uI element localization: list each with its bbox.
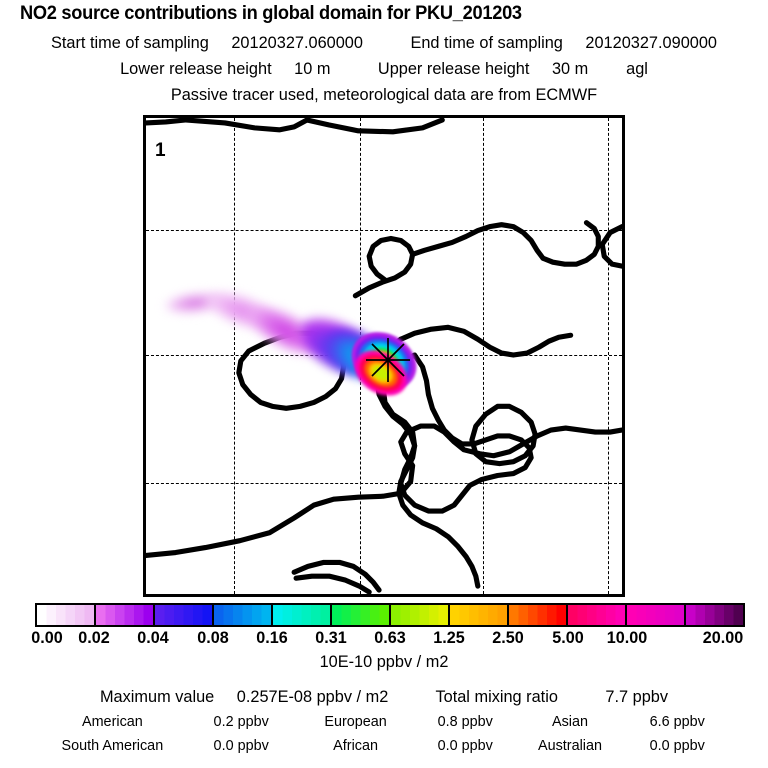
max-value-line: Maximum value 0.257E-08 ppbv / m2 Total … xyxy=(15,687,752,707)
region-value-australian: 0.0 ppbv xyxy=(649,737,705,754)
gridline-vertical-4 xyxy=(608,118,609,594)
region-name-european: European xyxy=(324,713,387,730)
region-name-south-american: South American xyxy=(61,737,164,754)
coastline-overlay xyxy=(146,118,622,559)
max-value-label: Maximum value xyxy=(99,687,215,706)
coastline-detail xyxy=(236,220,601,594)
coastline-island-south-1 xyxy=(291,559,382,593)
colorbar-tick-8: 2.50 xyxy=(492,628,525,647)
upper-height-label: Upper release height xyxy=(377,59,530,78)
colorbar[interactable] xyxy=(35,603,745,627)
region-name-american: American xyxy=(81,713,143,730)
region-name-african: African xyxy=(333,737,378,754)
colorbar-segment-0 xyxy=(37,605,96,625)
gridline-vertical-3 xyxy=(483,118,484,594)
page-title: NO2 source contributions in global domai… xyxy=(20,3,522,24)
coastline-island-south-2 xyxy=(293,573,372,594)
coastline-bay-north xyxy=(398,324,574,358)
colorbar-tick-10: 10.00 xyxy=(606,628,647,647)
colorbar-segment-7 xyxy=(450,605,509,625)
coastline-bay xyxy=(469,403,538,467)
colorbar-tick-labels: 0.00 0.02 0.04 0.08 0.16 0.31 0.63 1.25 2.50 5.00… xyxy=(0,628,768,648)
coastline-island-small xyxy=(599,224,622,269)
colorbar-segment-5 xyxy=(332,605,391,625)
region-value-american: 0.2 ppbv xyxy=(213,713,269,730)
region-value-african: 0.0 ppbv xyxy=(437,737,493,754)
colorbar-segment-1 xyxy=(96,605,155,625)
coastline-north-east xyxy=(304,118,445,135)
colorbar-segment-2 xyxy=(155,605,214,625)
colorbar-segment-4 xyxy=(273,605,332,625)
region-value-south-american: 0.0 ppbv xyxy=(213,737,269,754)
colorbar-segment-6 xyxy=(391,605,450,625)
upper-height-value: 30 m xyxy=(551,59,589,78)
region-name-asian: Asian xyxy=(551,713,589,730)
end-time-label: End time of sampling xyxy=(410,33,563,52)
colorbar-tick-4: 0.16 xyxy=(255,628,288,647)
plume-core-lower xyxy=(350,348,412,398)
lower-height-value: 10 m xyxy=(294,59,331,78)
coastline-peninsula-west xyxy=(380,352,534,514)
release-height-line: Lower release height 10 m Upper release … xyxy=(15,59,752,79)
colorbar-tick-0: 0.00 xyxy=(31,628,63,647)
colorbar-tick-6: 0.63 xyxy=(374,628,406,647)
max-value-value: 0.257E-08 ppbv / m2 xyxy=(236,687,389,706)
colorbar-tick-11: 20.00 xyxy=(702,628,744,647)
region-name-australian: Australian xyxy=(537,737,603,754)
coastline-overlay-east xyxy=(380,224,622,514)
release-point-marker xyxy=(366,338,410,382)
colorbar-tick-3: 0.08 xyxy=(196,628,229,647)
colorbar-tick-5: 0.31 xyxy=(315,628,347,647)
contribution-row-2: South American 0.0 ppbv African 0.0 ppbv… xyxy=(15,737,752,754)
colorbar-tick-7: 1.25 xyxy=(433,628,465,647)
colorbar-tick-2: 0.04 xyxy=(137,628,170,647)
contribution-row-1: American 0.2 ppbv European 0.8 ppbv Asia… xyxy=(15,713,752,730)
region-value-european: 0.8 ppbv xyxy=(437,713,493,730)
colorbar-segment-10 xyxy=(627,605,686,625)
map-panel[interactable]: 1 xyxy=(143,115,625,597)
height-unit-label: agl xyxy=(626,59,648,78)
map-inner: 1 xyxy=(146,118,622,594)
total-mixing-ratio-value: 7.7 ppbv xyxy=(605,687,669,706)
colorbar-tick-9: 5.00 xyxy=(551,628,584,647)
start-time-label: Start time of sampling xyxy=(51,33,209,52)
lower-height-label: Lower release height xyxy=(120,59,272,78)
colorbar-segment-9 xyxy=(568,605,627,625)
sampling-time-line: Start time of sampling 20120327.060000 E… xyxy=(15,33,752,53)
gridline-horizontal-3 xyxy=(146,483,622,484)
colorbar-segment-11 xyxy=(686,605,743,625)
end-time-value: 20120327.090000 xyxy=(585,33,717,52)
colorbar-units-label: 10E-10 ppbv / m2 xyxy=(319,652,449,671)
gridline-horizontal-1 xyxy=(146,230,622,231)
start-time-value: 20120327.060000 xyxy=(231,33,363,52)
colorbar-segment-8 xyxy=(509,605,568,625)
coastline-hook xyxy=(352,235,416,299)
region-value-asian: 6.6 ppbv xyxy=(649,713,705,730)
coastline-north xyxy=(182,118,310,133)
coastline-main-continent xyxy=(146,423,622,559)
colorbar-segment-3 xyxy=(214,605,273,625)
tracer-note: Passive tracer used, meteorological data… xyxy=(170,85,598,104)
panel-number-label: 1 xyxy=(155,140,166,161)
total-mixing-ratio-label: Total mixing ratio xyxy=(435,687,558,706)
plume-overlay xyxy=(146,118,622,594)
coastline-island-east xyxy=(540,220,601,267)
coastline-north-east-arc xyxy=(410,222,546,261)
colorbar-tick-1: 0.02 xyxy=(78,628,110,647)
gridline-vertical-1 xyxy=(234,118,235,594)
coastline-north-west xyxy=(146,118,189,126)
